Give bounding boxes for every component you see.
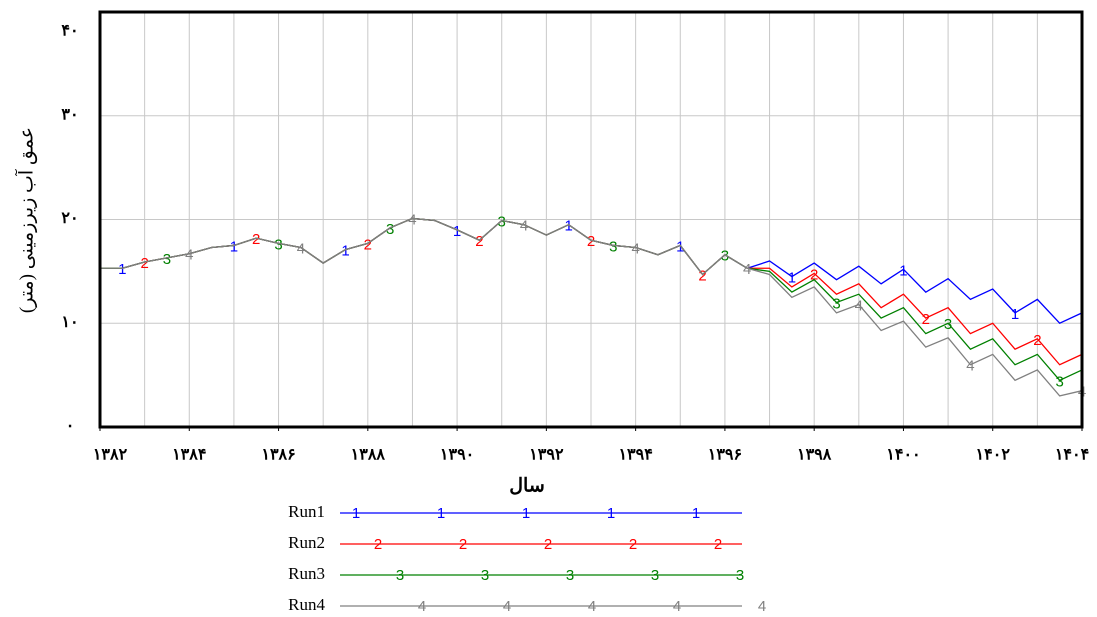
series-marker: 1 bbox=[118, 261, 126, 278]
legend-marker: 1 bbox=[352, 505, 360, 522]
series-marker: 3 bbox=[609, 238, 617, 255]
legend-marker: 4 bbox=[588, 598, 596, 615]
series-line bbox=[100, 217, 1083, 397]
y-axis-label: عمق آب زیرزمینی (متر) bbox=[14, 127, 37, 313]
legend-label: Run2 bbox=[288, 533, 325, 552]
series-marker: 2 bbox=[252, 231, 260, 248]
series-marker: 2 bbox=[922, 311, 930, 328]
legend-marker: 2 bbox=[629, 536, 637, 553]
y-tick-label: ۴۰ bbox=[61, 23, 78, 40]
series-marker: 3 bbox=[832, 295, 840, 312]
series-marker: 4 bbox=[855, 298, 863, 315]
series-marker: 3 bbox=[721, 248, 729, 265]
series-marker: 2 bbox=[1033, 332, 1041, 349]
series-marker: 1 bbox=[1011, 306, 1019, 323]
legend-marker: 2 bbox=[544, 536, 552, 553]
series-marker: 4 bbox=[743, 261, 751, 278]
series-marker: 1 bbox=[788, 270, 796, 287]
legend-label: Run1 bbox=[288, 502, 325, 521]
y-tick-label: ۳۰ bbox=[61, 106, 78, 123]
series-marker: 4 bbox=[966, 358, 974, 375]
x-tick-label: ۱۳۸۲ bbox=[93, 447, 128, 464]
legend-marker: 2 bbox=[459, 536, 467, 553]
series-marker: 1 bbox=[341, 243, 349, 260]
series-marker: 2 bbox=[698, 267, 706, 284]
series-marker: 2 bbox=[364, 236, 372, 253]
series-marker: 4 bbox=[408, 211, 416, 228]
series-marker: 1 bbox=[676, 238, 684, 255]
series-marker: 1 bbox=[230, 238, 238, 255]
series-marker: 2 bbox=[810, 266, 818, 283]
legend-label: Run4 bbox=[288, 595, 325, 614]
x-tick-label: ۱۴۰۰ bbox=[886, 447, 920, 464]
y-tick-label: ۰ bbox=[66, 418, 75, 435]
series-marker: 2 bbox=[140, 255, 148, 272]
x-tick-label: ۱۳۸۶ bbox=[261, 447, 295, 464]
legend-marker: 4 bbox=[418, 598, 426, 615]
series-marker: 2 bbox=[587, 233, 595, 250]
series-marker: 3 bbox=[386, 221, 394, 238]
series-marker: 3 bbox=[163, 251, 171, 268]
legend-marker: 4 bbox=[503, 598, 511, 615]
series-marker: 4 bbox=[631, 240, 639, 257]
x-tick-label: ۱۳۸۸ bbox=[351, 447, 386, 464]
legend-marker: 4 bbox=[758, 598, 766, 615]
y-tick-label: ۲۰ bbox=[61, 210, 78, 227]
legend-marker: 2 bbox=[714, 536, 722, 553]
series-marker: 2 bbox=[475, 233, 483, 250]
legend-label: Run3 bbox=[288, 564, 325, 583]
x-tick-label: ۱۴۰۲ bbox=[976, 447, 1011, 464]
series-marker: 3 bbox=[1056, 373, 1064, 390]
x-tick-label: ۱۳۹۴ bbox=[618, 447, 652, 464]
legend-marker: 1 bbox=[692, 505, 700, 522]
x-tick-label: ۱۳۹۰ bbox=[440, 447, 474, 464]
legend-marker: 3 bbox=[651, 567, 659, 584]
legend-marker: 3 bbox=[481, 567, 489, 584]
series-marker: 4 bbox=[520, 218, 528, 235]
series-marker: 4 bbox=[185, 247, 193, 264]
series-marker: 3 bbox=[944, 316, 952, 333]
legend-marker: 1 bbox=[522, 505, 530, 522]
legend-marker: 4 bbox=[673, 598, 681, 615]
x-tick-label: ۱۴۰۴ bbox=[1055, 447, 1089, 464]
series-marker: 1 bbox=[565, 218, 573, 235]
series-marker: 4 bbox=[297, 240, 305, 257]
x-tick-label: ۱۳۹۶ bbox=[708, 447, 742, 464]
legend-marker: 3 bbox=[566, 567, 574, 584]
legend-marker: 1 bbox=[437, 505, 445, 522]
x-tick-label: ۱۳۹۲ bbox=[529, 447, 564, 464]
series-marker: 1 bbox=[899, 262, 907, 279]
legend-marker: 3 bbox=[396, 567, 404, 584]
legend-marker: 2 bbox=[374, 536, 382, 553]
x-tick-label: ۱۳۹۸ bbox=[797, 447, 832, 464]
legend-marker: 1 bbox=[607, 505, 615, 522]
plot-frame bbox=[98, 10, 1084, 429]
y-tick-label: ۱۰ bbox=[61, 314, 78, 331]
series-marker: 3 bbox=[274, 236, 282, 253]
x-axis-label: سال bbox=[509, 475, 545, 496]
x-tick-label: ۱۳۸۴ bbox=[172, 447, 206, 464]
series-marker: 1 bbox=[453, 223, 461, 240]
legend-marker: 3 bbox=[736, 567, 744, 584]
series-marker: 3 bbox=[498, 214, 506, 231]
